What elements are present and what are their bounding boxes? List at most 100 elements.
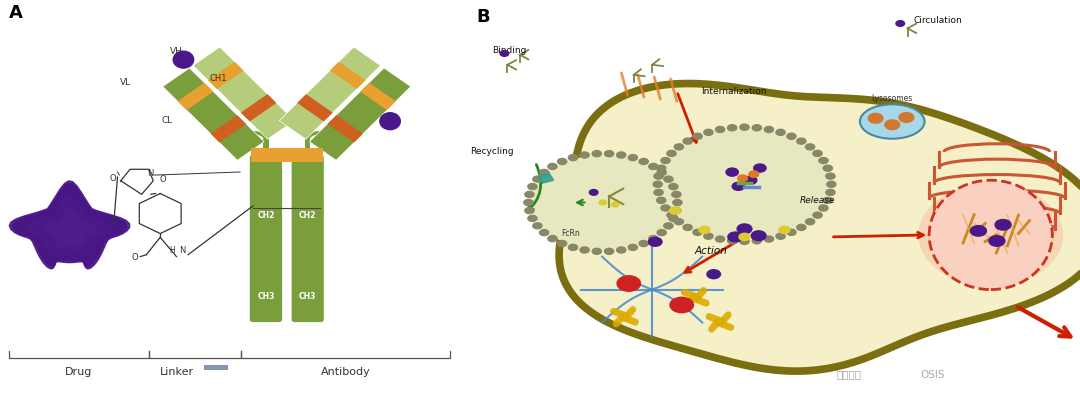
Circle shape <box>826 190 835 196</box>
Circle shape <box>540 230 549 236</box>
Circle shape <box>568 155 578 161</box>
Text: Antibody: Antibody <box>321 367 370 377</box>
Circle shape <box>683 138 692 144</box>
Text: A: A <box>10 4 23 22</box>
Circle shape <box>653 181 662 187</box>
Circle shape <box>654 190 663 196</box>
Polygon shape <box>661 130 827 239</box>
Circle shape <box>617 152 625 158</box>
Circle shape <box>500 51 509 56</box>
Circle shape <box>748 171 758 177</box>
Circle shape <box>173 51 193 68</box>
Circle shape <box>752 231 766 241</box>
Circle shape <box>728 232 743 242</box>
Circle shape <box>779 226 791 234</box>
Circle shape <box>885 120 900 130</box>
Bar <box>264 139 269 150</box>
Circle shape <box>995 220 1011 230</box>
Bar <box>305 139 310 150</box>
Circle shape <box>971 226 986 236</box>
Circle shape <box>557 158 567 164</box>
Circle shape <box>649 163 658 169</box>
Text: OSIS: OSIS <box>920 370 944 379</box>
Circle shape <box>590 190 598 195</box>
Text: N: N <box>179 246 185 255</box>
Circle shape <box>728 125 737 131</box>
Circle shape <box>683 224 692 230</box>
Polygon shape <box>361 83 396 110</box>
Circle shape <box>617 247 625 253</box>
Circle shape <box>739 233 750 241</box>
Circle shape <box>797 138 806 144</box>
Circle shape <box>868 113 883 123</box>
Circle shape <box>732 182 744 190</box>
Circle shape <box>654 173 663 179</box>
Text: Lysosomes: Lysosomes <box>872 94 913 103</box>
Circle shape <box>568 244 578 250</box>
Circle shape <box>797 224 806 230</box>
Text: VL: VL <box>120 78 131 87</box>
Circle shape <box>826 181 836 187</box>
Circle shape <box>826 173 835 179</box>
Circle shape <box>775 233 785 239</box>
Circle shape <box>738 224 752 234</box>
Circle shape <box>823 197 833 203</box>
Circle shape <box>674 144 684 150</box>
Circle shape <box>664 223 673 229</box>
Circle shape <box>806 219 814 225</box>
Circle shape <box>528 215 537 222</box>
Circle shape <box>592 151 602 157</box>
Circle shape <box>528 183 537 190</box>
Polygon shape <box>310 68 410 160</box>
Text: CH2: CH2 <box>257 211 274 220</box>
Circle shape <box>580 247 590 253</box>
Circle shape <box>557 241 567 247</box>
Circle shape <box>657 230 666 236</box>
Circle shape <box>532 223 542 229</box>
Circle shape <box>672 207 681 213</box>
Circle shape <box>765 236 773 242</box>
Text: Recycling: Recycling <box>471 147 514 156</box>
Circle shape <box>899 113 914 122</box>
Circle shape <box>715 126 725 132</box>
Polygon shape <box>163 68 265 160</box>
Polygon shape <box>12 183 126 267</box>
Circle shape <box>648 237 662 246</box>
Circle shape <box>806 144 814 150</box>
Text: CH3: CH3 <box>257 292 274 301</box>
Text: Binding: Binding <box>492 46 526 55</box>
Polygon shape <box>559 83 1080 371</box>
Circle shape <box>629 155 637 161</box>
Circle shape <box>753 125 761 131</box>
Circle shape <box>532 176 542 182</box>
Circle shape <box>380 113 401 130</box>
Circle shape <box>728 238 737 244</box>
Circle shape <box>540 169 549 175</box>
Polygon shape <box>27 196 111 258</box>
Text: FcRn: FcRn <box>561 229 580 238</box>
Text: H: H <box>168 246 175 255</box>
Circle shape <box>707 270 720 279</box>
Polygon shape <box>211 115 246 143</box>
Text: CH1: CH1 <box>210 74 227 83</box>
Circle shape <box>744 176 757 184</box>
Circle shape <box>813 212 822 218</box>
Text: Release: Release <box>800 196 836 205</box>
Polygon shape <box>297 94 333 122</box>
Text: Linker: Linker <box>160 367 193 377</box>
Circle shape <box>989 236 1004 246</box>
Polygon shape <box>42 208 96 248</box>
Text: O: O <box>132 253 138 262</box>
Polygon shape <box>280 47 380 139</box>
Polygon shape <box>10 181 130 269</box>
Polygon shape <box>178 83 214 110</box>
Circle shape <box>813 150 822 156</box>
Circle shape <box>726 168 739 176</box>
Circle shape <box>661 205 671 211</box>
Text: CH3: CH3 <box>299 292 316 301</box>
Circle shape <box>787 229 796 235</box>
Circle shape <box>673 199 681 206</box>
Circle shape <box>896 21 905 26</box>
Circle shape <box>629 244 637 250</box>
Circle shape <box>605 248 613 254</box>
